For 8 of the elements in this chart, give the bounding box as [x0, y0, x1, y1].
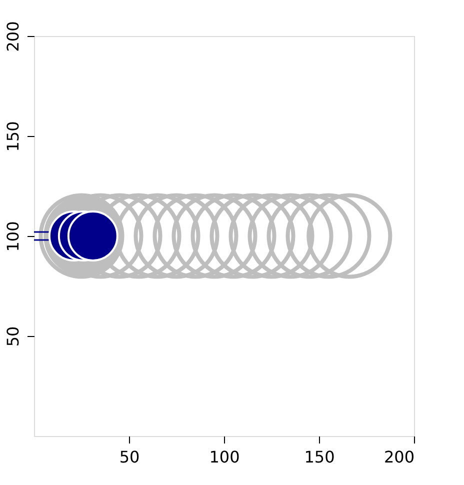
x-tick-label: 150: [304, 448, 335, 466]
x-tick-label: 200: [384, 448, 414, 466]
y-tick-label: 50: [4, 326, 22, 347]
y-tick-label: 200: [4, 21, 22, 52]
x-tick-label: 50: [119, 448, 140, 466]
x-tick-label: 100: [209, 448, 240, 466]
y-tick-label: 100: [4, 221, 22, 252]
y-tick-label: 150: [4, 121, 22, 152]
